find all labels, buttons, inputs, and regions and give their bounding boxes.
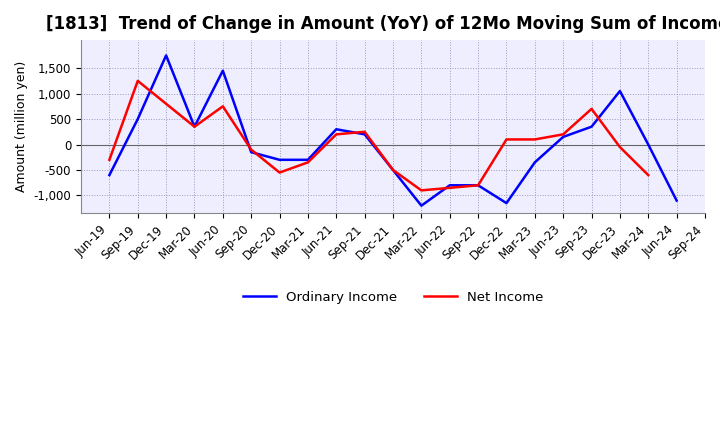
Net Income bbox=[559, 132, 567, 137]
Net Income bbox=[446, 185, 454, 191]
Ordinary Income bbox=[616, 88, 624, 94]
Net Income bbox=[162, 101, 171, 106]
Net Income bbox=[332, 132, 341, 137]
Line: Ordinary Income: Ordinary Income bbox=[109, 55, 677, 205]
Ordinary Income bbox=[502, 201, 510, 206]
Ordinary Income bbox=[672, 198, 681, 203]
Ordinary Income bbox=[417, 203, 426, 208]
Net Income bbox=[389, 167, 397, 172]
Net Income bbox=[360, 129, 369, 135]
Ordinary Income bbox=[105, 172, 114, 178]
Net Income bbox=[588, 106, 596, 111]
Ordinary Income bbox=[474, 183, 482, 188]
Net Income bbox=[304, 160, 312, 165]
Net Income bbox=[105, 157, 114, 162]
Y-axis label: Amount (million yen): Amount (million yen) bbox=[15, 61, 28, 192]
Line: Net Income: Net Income bbox=[109, 81, 648, 191]
Net Income bbox=[474, 183, 482, 188]
Ordinary Income bbox=[644, 142, 652, 147]
Ordinary Income bbox=[247, 150, 256, 155]
Ordinary Income bbox=[531, 160, 539, 165]
Ordinary Income bbox=[218, 68, 227, 73]
Net Income bbox=[417, 188, 426, 193]
Ordinary Income bbox=[162, 53, 171, 58]
Net Income bbox=[644, 172, 652, 178]
Ordinary Income bbox=[275, 157, 284, 162]
Ordinary Income bbox=[446, 183, 454, 188]
Net Income bbox=[531, 137, 539, 142]
Ordinary Income bbox=[190, 124, 199, 129]
Net Income bbox=[133, 78, 142, 84]
Net Income bbox=[275, 170, 284, 175]
Net Income bbox=[218, 104, 227, 109]
Legend: Ordinary Income, Net Income: Ordinary Income, Net Income bbox=[238, 286, 549, 309]
Ordinary Income bbox=[389, 167, 397, 172]
Ordinary Income bbox=[304, 157, 312, 162]
Net Income bbox=[190, 124, 199, 129]
Ordinary Income bbox=[360, 132, 369, 137]
Ordinary Income bbox=[133, 117, 142, 122]
Ordinary Income bbox=[332, 127, 341, 132]
Net Income bbox=[616, 144, 624, 150]
Net Income bbox=[502, 137, 510, 142]
Ordinary Income bbox=[559, 134, 567, 139]
Title: [1813]  Trend of Change in Amount (YoY) of 12Mo Moving Sum of Incomes: [1813] Trend of Change in Amount (YoY) o… bbox=[46, 15, 720, 33]
Ordinary Income bbox=[588, 124, 596, 129]
Net Income bbox=[247, 147, 256, 152]
